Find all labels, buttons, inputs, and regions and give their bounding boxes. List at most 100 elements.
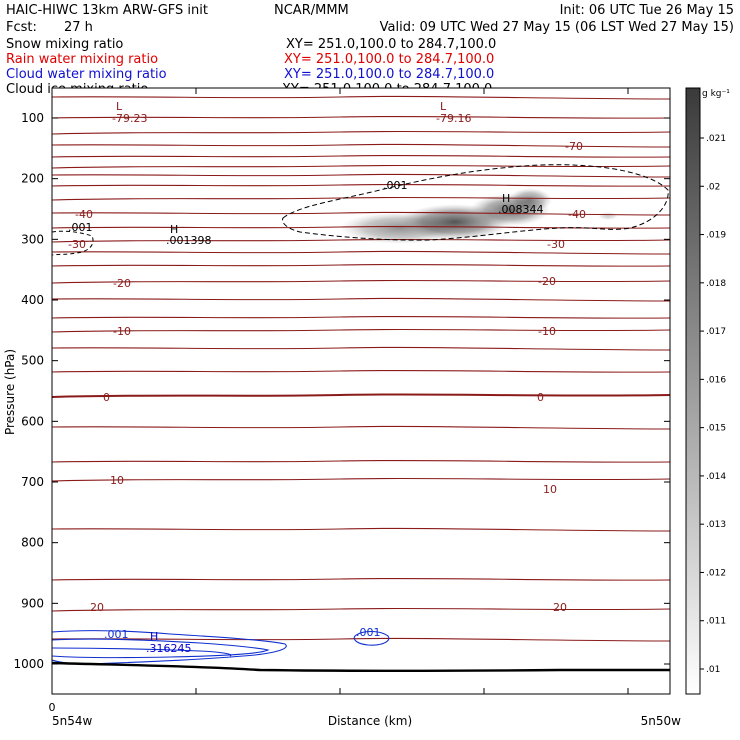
contour-label: 0 (103, 391, 110, 404)
y-tick-label: 500 (21, 354, 44, 368)
high-value: .008344 (498, 203, 544, 216)
colorbar-tick-label: .021 (706, 134, 726, 144)
colorbar-tick-label: .013 (706, 520, 726, 530)
low-value: -79.23 (112, 112, 147, 125)
low-value: -79.16 (436, 112, 471, 125)
low-marker: L (116, 100, 123, 113)
x-tick-label: 0 (49, 701, 56, 714)
temperature-contour-line (51, 95, 671, 100)
x-axis (51, 88, 629, 694)
temperature-contour-line (51, 211, 671, 216)
contour-label: 20 (553, 601, 567, 614)
temperature-contour-line (51, 393, 671, 398)
contour-label: -30 (68, 238, 86, 251)
x-axis-label: Distance (km) (328, 714, 412, 728)
plot-background (52, 88, 670, 694)
y-axis-label: Pressure (hPa) (3, 349, 17, 435)
temperature-contour-line (51, 346, 671, 351)
contour-label: -10 (113, 325, 131, 338)
high-marker: H (502, 192, 510, 205)
snow-contour-left (51, 230, 94, 256)
mixing-ratio-labels: .001 .001 .001 .001 (68, 179, 408, 641)
temperature-contour-line (51, 143, 671, 148)
shade-blob (508, 188, 552, 212)
temperature-contour-line (51, 130, 671, 135)
temperature-contour-line (51, 369, 671, 373)
model-title: HAIC-HIWC 13km ARW-GFS init (6, 3, 208, 18)
contour-label: -20 (113, 277, 131, 290)
y-tick-label: 400 (21, 293, 44, 307)
temperature-contour-line (51, 154, 671, 158)
contour-label: -40 (568, 208, 586, 221)
temperature-contour-line (51, 328, 671, 333)
colorbar-tick-label: .018 (706, 279, 726, 289)
field-name: Snow mixing ratio (6, 37, 123, 52)
contour-label: 10 (543, 483, 557, 496)
x-end-label-right: 5n50w (641, 714, 682, 728)
colorbar-tick-label: .01 (706, 665, 720, 675)
temperature-contour-line (51, 196, 671, 201)
y-tick-label: 900 (21, 596, 44, 610)
contour-label: -70 (565, 140, 583, 153)
temperature-contour-line (51, 183, 671, 187)
high-value: .316245 (146, 642, 192, 655)
colorbar-unit: g kg⁻¹ (702, 89, 730, 99)
cloudwater-contour-label: .001 (356, 626, 381, 639)
colorbar-tick-label: .011 (706, 617, 726, 627)
temperature-contour-line (51, 607, 671, 612)
temperature-contour-line (51, 250, 671, 255)
colorbar-tick-label: .015 (706, 424, 726, 434)
y-tick-label: 600 (21, 414, 44, 428)
plot-area: -70 -40 -40 -30 -30 -20 -20 -10 -10 0 0 … (51, 87, 671, 695)
temperature-contour-line (51, 297, 671, 302)
y-tick-label: 1000 (13, 657, 44, 671)
field-name: Cloud water mixing ratio (6, 67, 167, 82)
high-marker: H (150, 630, 158, 643)
snow-contour (282, 164, 669, 241)
contour-label: 20 (90, 601, 104, 614)
colorbar-tick-label: .012 (706, 568, 726, 578)
colorbar-tick-label: .014 (706, 472, 726, 482)
y-tick-label: 800 (21, 536, 44, 550)
contour-label: -30 (547, 238, 565, 251)
colorbar-ticks: .021 .02 .019 .018 .017 .016 .015 .014 .013 .012.… (700, 134, 726, 675)
contour-label: -10 (538, 325, 556, 338)
colorbar-tick-label: .017 (706, 327, 726, 337)
high-value: .001398 (166, 234, 212, 247)
colorbar-ramp (685, 87, 701, 695)
x-end-label-left: 5n54w (52, 714, 93, 728)
temperature-contours (51, 95, 671, 642)
valid-time: Valid: 09 UTC Wed 27 May 15 (06 LST Wed … (380, 20, 734, 35)
contour-label: 0 (537, 391, 544, 404)
colorbar-tick-label: .016 (706, 375, 726, 385)
temperature-contour-line (51, 164, 671, 169)
field-xy: XY= 251.0,100.0 to 284.7,100.0 (286, 37, 496, 52)
cloudwater-contour-label: .001 (104, 628, 129, 641)
temperature-contour-line (51, 173, 671, 178)
temperature-contour-line (51, 263, 671, 267)
temperature-contour-line (51, 577, 671, 581)
contour-label: -20 (538, 275, 556, 288)
y-tick-label: 200 (21, 172, 44, 186)
field-name: Rain water mixing ratio (6, 52, 158, 67)
colorbar-tick-label: .019 (706, 231, 726, 241)
header: HAIC-HIWC 13km ARW-GFS init NCAR/MMM Ini… (6, 3, 734, 35)
org-title: NCAR/MMM (274, 3, 349, 18)
snow-contour-label: .001 (68, 221, 93, 234)
fcst-value: 27 h (64, 20, 93, 35)
snow-contour-label: .001 (383, 179, 408, 192)
init-time: Init: 06 UTC Tue 26 May 15 (560, 3, 734, 18)
temperature-contour-line (51, 459, 671, 463)
terrain-line (51, 661, 670, 672)
y-tick-label: 300 (21, 232, 44, 246)
contour-label: 10 (110, 474, 124, 487)
colorbar-tick-label: .02 (706, 182, 720, 192)
plot-frame (51, 87, 671, 695)
y-tick-label: 700 (21, 475, 44, 489)
y-tick-label: 100 (21, 111, 44, 125)
temperature-contour-line (51, 238, 671, 243)
fcst-label: Fcst: (6, 20, 37, 35)
temperature-contour-line (51, 527, 671, 532)
